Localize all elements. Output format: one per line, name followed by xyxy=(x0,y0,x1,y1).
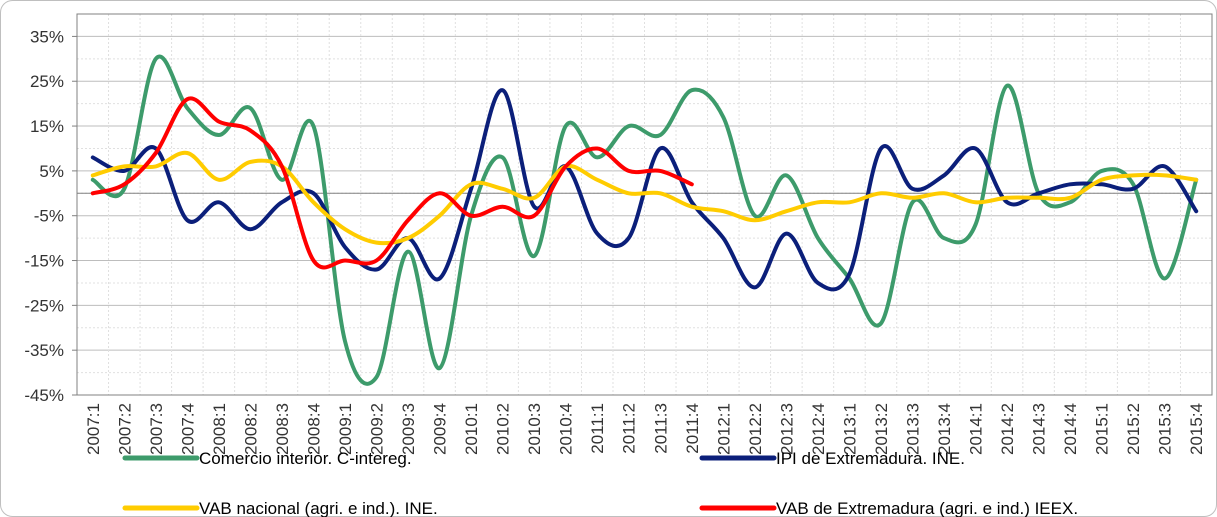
series-line-ipi-extremadura xyxy=(90,88,1199,292)
x-tick-label: 2009:1 xyxy=(336,403,355,455)
y-tick-label: 15% xyxy=(30,117,64,136)
x-tick-label: 2011:3 xyxy=(651,403,670,454)
x-tick-label: 2015:1 xyxy=(1093,403,1112,455)
x-tick-label: 2015:4 xyxy=(1187,403,1206,455)
x-tick-label: 2012:1 xyxy=(714,403,733,455)
x-tick-label: 2014:3 xyxy=(1030,403,1049,455)
x-tick-label: 2007:2 xyxy=(115,403,134,455)
y-tick-label: -45% xyxy=(24,386,64,405)
x-tick-label: 2009:4 xyxy=(431,403,450,455)
series-layer xyxy=(90,54,1199,386)
x-tick-label: 2008:3 xyxy=(273,403,292,455)
y-tick-label: 35% xyxy=(30,27,64,46)
x-axis: 2007:1 2007:2 2007:3 2007:4 2008:1 2008:2 2008… xyxy=(84,403,1206,455)
y-tick-label: -15% xyxy=(24,252,64,271)
x-tick-label: 2010:2 xyxy=(494,403,513,455)
x-tick-label: 2011:1 xyxy=(588,403,607,454)
x-tick-label: 2014:1 xyxy=(967,403,986,455)
x-tick-label: 2013:3 xyxy=(903,403,922,455)
x-tick-label: 2015:3 xyxy=(1156,403,1175,455)
x-tick-label: 2009:2 xyxy=(368,403,387,455)
x-tick-label: 2012:4 xyxy=(809,403,828,455)
series-line-vab-extremadura xyxy=(90,96,694,270)
x-tick-label: 2014:2 xyxy=(998,403,1017,455)
x-tick-label: 2012:2 xyxy=(746,403,765,455)
x-tick-label: 2007:1 xyxy=(84,403,103,455)
y-tick-label: -5% xyxy=(34,207,64,226)
y-tick-label: 25% xyxy=(30,72,64,91)
legend: Comercio interior. C-intereg. IPI de Extr… xyxy=(122,449,1078,517)
y-tick-label: -35% xyxy=(24,341,64,360)
x-tick-label: 2008:1 xyxy=(210,403,229,455)
x-tick-label: 2007:4 xyxy=(178,403,197,455)
legend-label-vab-extremadura: VAB de Extremadura (agri. e ind.) IEEX. xyxy=(776,499,1078,517)
plot-area xyxy=(76,13,1213,396)
y-tick-label: 5% xyxy=(39,162,64,181)
y-axis: -45% -35% -25% -15% -5% 5% 15% 25% 35% xyxy=(24,27,77,405)
series-line-comercio-interior xyxy=(90,54,1199,386)
legend-label-comercio-interior: Comercio interior. C-intereg. xyxy=(199,449,412,468)
x-tick-label: 2008:2 xyxy=(241,403,260,455)
x-tick-label: 2013:2 xyxy=(872,403,891,455)
x-tick-label: 2008:4 xyxy=(304,403,323,455)
x-tick-label: 2012:3 xyxy=(777,403,796,455)
x-tick-label: 2013:4 xyxy=(935,403,954,455)
y-tick-label: -25% xyxy=(24,296,64,315)
x-tick-label: 2010:1 xyxy=(462,403,481,455)
x-tick-label: 2010:3 xyxy=(525,403,544,455)
x-tick-label: 2007:3 xyxy=(147,403,166,455)
legend-label-vab-nacional: VAB nacional (agri. e ind.). INE. xyxy=(199,499,438,517)
x-tick-label: 2013:1 xyxy=(840,403,859,455)
x-tick-label: 2010:4 xyxy=(557,403,576,455)
x-tick-label: 2014:4 xyxy=(1061,403,1080,455)
x-tick-label: 2011:2 xyxy=(620,403,639,454)
x-tick-label: 2009:3 xyxy=(399,403,418,455)
x-tick-label: 2015:2 xyxy=(1124,403,1143,455)
x-tick-label: 2011:4 xyxy=(683,403,702,454)
legend-label-ipi-extremadura: IPI de Extremadura. INE. xyxy=(776,449,965,468)
